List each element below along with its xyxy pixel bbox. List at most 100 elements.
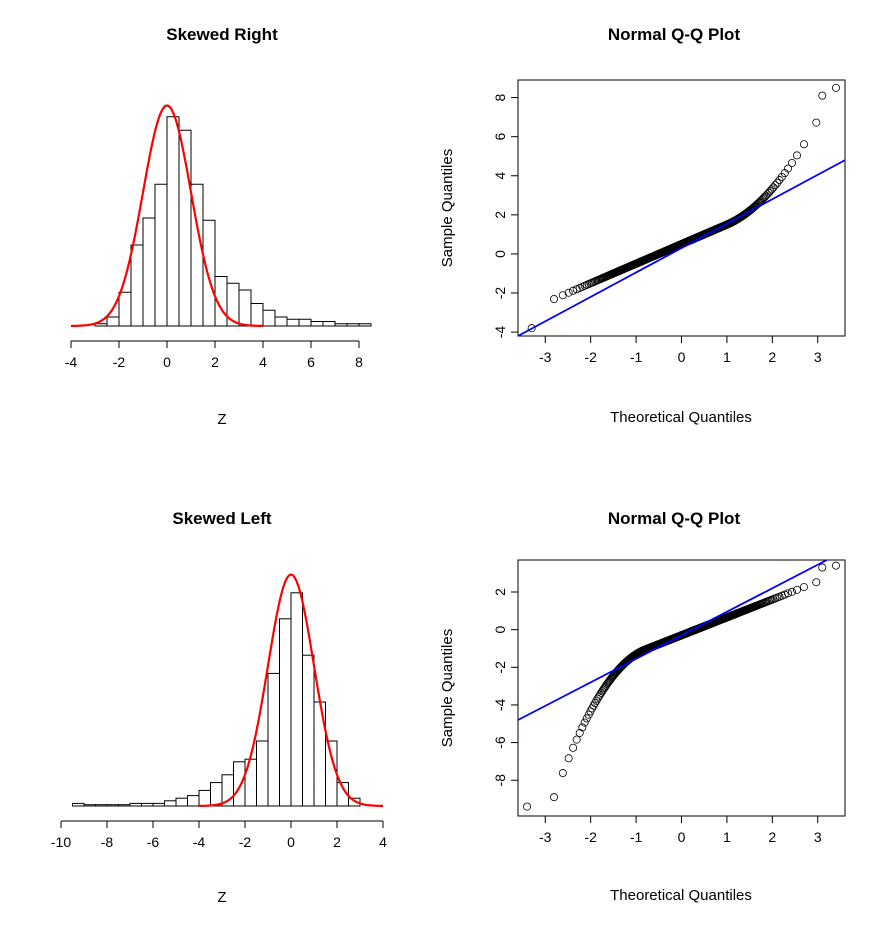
qq-right-title: Normal Q-Q Plot (608, 25, 741, 44)
qq-right-point-489 (771, 181, 780, 190)
hist-skewed-left-bar-18 (279, 618, 292, 807)
qq-right-ytick-label-6: 8 (492, 93, 508, 101)
qq-left-xtick-label-2: -1 (630, 829, 643, 845)
qq-right-xtick-label-5: 2 (768, 349, 776, 365)
qq-right-ytick-label-3: 2 (492, 211, 508, 219)
qq-left-x-axis: -3 -2 -1 0 1 2 3 (539, 816, 822, 845)
qq-left-y-axis: -8 -6 -4 -2 0 2 (492, 588, 518, 786)
qq-left-plot-box (517, 559, 846, 817)
qq-left-point-494 (784, 589, 793, 598)
hist-skewed-left-bar-6 (141, 802, 154, 807)
qq-left-title: Normal Q-Q Plot (608, 509, 741, 528)
qq-right-xtick-label-2: -1 (630, 349, 643, 365)
qq-right-xlabel: Theoretical Quantiles (610, 409, 752, 426)
hist-skewed-right-bar-2 (118, 291, 132, 327)
qq-left-point-2 (564, 754, 573, 763)
qq-right-xtick-label-1: -2 (584, 349, 597, 365)
hist-skewed-right-tick-label-4: 4 (259, 354, 267, 370)
hist-skewed-right-tick-label-1: -2 (113, 354, 126, 370)
hist-skewed-left-bar-4 (118, 804, 131, 807)
hist-skewed-left-tick-label-7: 4 (379, 834, 387, 850)
qq-left-point-20 (599, 685, 608, 694)
qq-left-point-14 (592, 696, 601, 705)
qq-left-ylabel: Sample Quantiles (439, 629, 456, 747)
qq-right-x-axis: -3 -2 -1 0 1 2 3 (539, 336, 822, 365)
hist-skewed-left-bar-17 (267, 672, 280, 807)
qq-left-point-13 (591, 699, 600, 708)
qq-left-point-12 (589, 701, 598, 710)
qq-right-point-495 (787, 158, 796, 167)
qq-left-point-6 (578, 723, 587, 732)
qq-left-outlier-point-0 (523, 802, 532, 811)
qq-left-reference-line (517, 559, 828, 721)
hist-skewed-left-bar-24 (348, 797, 361, 807)
qq-right-outlier-point-2 (831, 83, 840, 92)
qq-left-outlier-point-1 (818, 563, 827, 572)
hist-skewed-right-bar-3 (130, 244, 144, 327)
qq-right-point-2 (564, 288, 573, 297)
hist-skewed-left-normal-curve (198, 573, 384, 808)
qq-right-point-494 (784, 164, 793, 173)
hist-skewed-left-bar-14 (233, 761, 246, 807)
hist-skewed-right-x-axis: -4 -2 0 2 4 6 8 (65, 340, 363, 370)
hist-skewed-left-tick-label-5: 0 (287, 834, 295, 850)
hist-skewed-left-tick-label-0: -10 (51, 834, 71, 850)
hist-skewed-right-title: Skewed Right (166, 25, 278, 44)
qq-left-point-496 (792, 585, 801, 594)
hist-skewed-right-bar-16 (286, 318, 300, 327)
qq-left-point-7 (580, 718, 589, 727)
qq-left-point-5 (575, 728, 584, 737)
qq-left-point-497 (799, 583, 808, 592)
qq-left-point-0 (550, 793, 559, 802)
qq-left-point-4 (572, 735, 581, 744)
qq-left-xlabel: Theoretical Quantiles (610, 887, 752, 904)
qq-right-point-484 (763, 190, 772, 199)
hist-skewed-right-bar-13 (250, 303, 264, 327)
hist-skewed-right-bar-17 (298, 318, 312, 327)
qq-left-point-493 (780, 590, 789, 599)
hist-skewed-right-bar-6 (166, 116, 180, 327)
hist-skewed-right-bar-4 (142, 217, 156, 327)
qq-right-xtick-label-6: 3 (814, 349, 822, 365)
qq-left-xtick-label-5: 2 (768, 829, 776, 845)
qq-right-reference-line (517, 159, 846, 337)
hist-skewed-left-bar-2 (95, 804, 108, 807)
hist-skewed-left-xlabel: Z (217, 889, 226, 906)
qq-right-xtick-label-3: 0 (678, 349, 686, 365)
hist-skewed-right-bar-14 (262, 309, 276, 327)
qq-left-point-498 (812, 578, 821, 587)
hist-skewed-left-bars (72, 592, 361, 807)
hist-skewed-left-bar-10 (187, 795, 200, 807)
hist-skewed-left-bar-16 (256, 740, 269, 807)
hist-skewed-left-bar-7 (152, 802, 165, 807)
hist-skewed-right-bar-15 (274, 316, 288, 327)
qq-right-ytick-label-2: 0 (492, 250, 508, 258)
hist-skewed-right-bar-19 (322, 321, 336, 327)
hist-skewed-left-bar-19 (290, 592, 303, 807)
hist-skewed-left-title: Skewed Left (172, 509, 272, 528)
hist-skewed-left-bar-22 (325, 740, 338, 807)
qq-right-panel: Normal Q-Q Plot -3 -2 -1 0 1 2 3 -4 -2 0 2 4 6 8 The… (439, 25, 846, 426)
qq-right-y-axis: -4 -2 0 2 4 6 8 (492, 93, 518, 338)
hist-skewed-left-bar-20 (302, 654, 315, 807)
hist-skewed-left-tick-label-4: -2 (239, 834, 252, 850)
hist-skewed-right-tick-label-2: 0 (163, 354, 171, 370)
hist-skewed-right-normal-curve (70, 104, 264, 328)
hist-skewed-left-bar-1 (83, 804, 96, 807)
hist-skewed-right-bar-18 (310, 321, 324, 327)
qq-right-ylabel: Sample Quantiles (439, 149, 456, 267)
hist-skewed-left-tick-label-2: -6 (147, 834, 160, 850)
qq-right-ytick-label-0: -4 (492, 326, 508, 339)
qq-left-xtick-label-4: 1 (723, 829, 731, 845)
qq-right-ytick-label-5: 6 (492, 133, 508, 141)
hist-skewed-right-bar-12 (238, 289, 252, 327)
hist-skewed-right-tick-label-6: 8 (355, 354, 363, 370)
hist-skewed-right-bars (94, 116, 372, 327)
hist-skewed-left-bar-11 (198, 789, 211, 807)
qq-right-point-3 (569, 286, 578, 295)
qq-right-ytick-label-4: 4 (492, 172, 508, 180)
hist-skewed-left-bar-12 (210, 782, 223, 807)
qq-right-point-496 (792, 151, 801, 160)
hist-skewed-left-bar-9 (175, 797, 188, 807)
hist-skewed-right-bar-5 (154, 183, 168, 327)
